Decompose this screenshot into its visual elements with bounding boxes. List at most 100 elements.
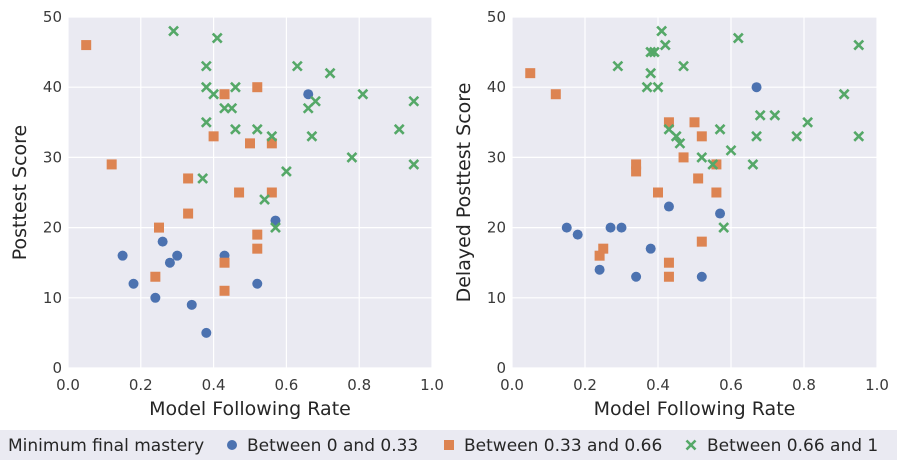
data-point-x	[230, 81, 241, 93]
data-point-square	[219, 89, 230, 100]
data-point-x	[310, 95, 321, 107]
data-point-square	[711, 187, 722, 198]
y-axis-label: Delayed Posttest Score	[453, 83, 475, 303]
data-point-x	[853, 39, 865, 51]
data-point-circle	[616, 222, 627, 233]
data-point-square	[711, 159, 722, 170]
data-point-x	[838, 88, 850, 100]
series-1	[117, 89, 314, 338]
data-point-square	[696, 131, 707, 142]
data-point-square	[150, 271, 161, 282]
data-point-circle	[201, 327, 212, 338]
data-point-x	[200, 116, 212, 128]
data-point-square	[594, 250, 605, 261]
data-point-x	[732, 32, 744, 44]
data-point-x	[280, 166, 292, 177]
data-point-square	[696, 236, 707, 247]
plot-area	[512, 17, 877, 368]
y-tick-label: 0	[52, 359, 62, 377]
data-point-circle	[128, 278, 139, 289]
data-point-circle	[117, 250, 128, 261]
data-point-square	[106, 159, 117, 170]
data-point-x	[291, 60, 303, 72]
data-point-square	[663, 117, 674, 128]
data-point-circle	[663, 201, 674, 212]
data-point-x	[648, 46, 660, 58]
data-point-x	[393, 123, 405, 135]
data-point-x	[718, 222, 730, 234]
data-point-x	[408, 95, 420, 107]
x-tick-label: 0.0	[56, 376, 80, 394]
x-tick-label: 0.2	[573, 376, 597, 394]
data-point-square	[154, 222, 164, 233]
data-point-square	[208, 131, 219, 142]
legend-item-label: Between 0.33 and 0.66	[464, 436, 662, 456]
legend-title: Minimum final mastery	[8, 436, 204, 456]
data-point-circle	[150, 292, 161, 303]
data-point-circle	[252, 278, 263, 289]
data-point-x	[754, 109, 766, 121]
data-point-circle	[164, 257, 175, 268]
data-point-x	[674, 137, 686, 149]
series-3	[168, 25, 420, 234]
data-point-circle	[605, 222, 616, 233]
plot-area	[68, 17, 432, 368]
data-point-square	[81, 40, 92, 51]
data-point-square	[663, 257, 674, 268]
data-point-x	[346, 151, 358, 163]
x-tick-label: 1.0	[865, 376, 889, 394]
data-point-circle	[172, 250, 183, 261]
x-tick-label: 0.0	[500, 376, 524, 394]
y-tick-label: 10	[43, 289, 62, 307]
data-point-circle	[751, 82, 762, 93]
x-axis-label: Model Following Rate	[594, 398, 796, 420]
data-point-square	[245, 138, 255, 149]
y-tick-label: 20	[487, 219, 506, 237]
data-point-x	[211, 32, 223, 44]
y-tick-label: 10	[487, 289, 506, 307]
data-point-x	[791, 130, 803, 142]
series-2	[81, 40, 277, 296]
data-point-circle	[157, 236, 168, 247]
data-point-square	[252, 243, 263, 254]
x-tick-label: 0.8	[347, 376, 371, 394]
data-point-square	[183, 173, 194, 184]
data-point-circle	[572, 229, 583, 240]
data-point-x	[226, 102, 238, 114]
legend-marker-square	[444, 440, 454, 450]
data-point-x	[678, 60, 689, 72]
x-tick-label: 0.4	[202, 376, 226, 394]
data-point-circle	[303, 89, 314, 100]
x-tick-label: 0.6	[719, 376, 743, 394]
series-2	[525, 68, 722, 282]
data-point-square	[631, 166, 642, 177]
data-point-square	[631, 159, 642, 170]
data-point-x	[656, 25, 668, 37]
data-point-square	[525, 68, 536, 79]
x-tick-label: 0.2	[129, 376, 153, 394]
legend-marker-x	[685, 439, 697, 451]
data-point-square	[266, 138, 277, 149]
data-point-circle	[561, 222, 572, 233]
data-point-x	[612, 60, 624, 72]
legend-item-label: Between 0 and 0.33	[247, 436, 418, 456]
data-point-square	[234, 187, 245, 198]
data-point-square	[219, 257, 230, 268]
series-3	[612, 25, 865, 234]
data-point-square	[678, 152, 689, 163]
data-point-x	[197, 173, 209, 184]
scatter-panel-2: 0 10 20 30 40 50 0.0 0.2 0.4 0.6 0.8 1.0 Model Follo…	[453, 8, 889, 420]
y-tick-label: 30	[487, 148, 506, 166]
data-point-square	[550, 89, 561, 100]
data-point-x	[259, 194, 270, 205]
data-point-x	[230, 123, 241, 135]
scatter-panel-1: 0 10 20 30 40 50 0.0 0.2 0.4 0.6 0.8 1.0 Model Follo…	[9, 8, 444, 420]
data-point-circle	[270, 215, 281, 226]
data-point-square	[598, 243, 609, 254]
data-point-x	[306, 130, 318, 142]
data-point-x	[853, 130, 865, 142]
x-tick-label: 1.0	[420, 376, 444, 394]
legend-marker-circle	[227, 440, 237, 450]
data-point-x	[270, 222, 281, 234]
data-point-square	[183, 208, 194, 219]
